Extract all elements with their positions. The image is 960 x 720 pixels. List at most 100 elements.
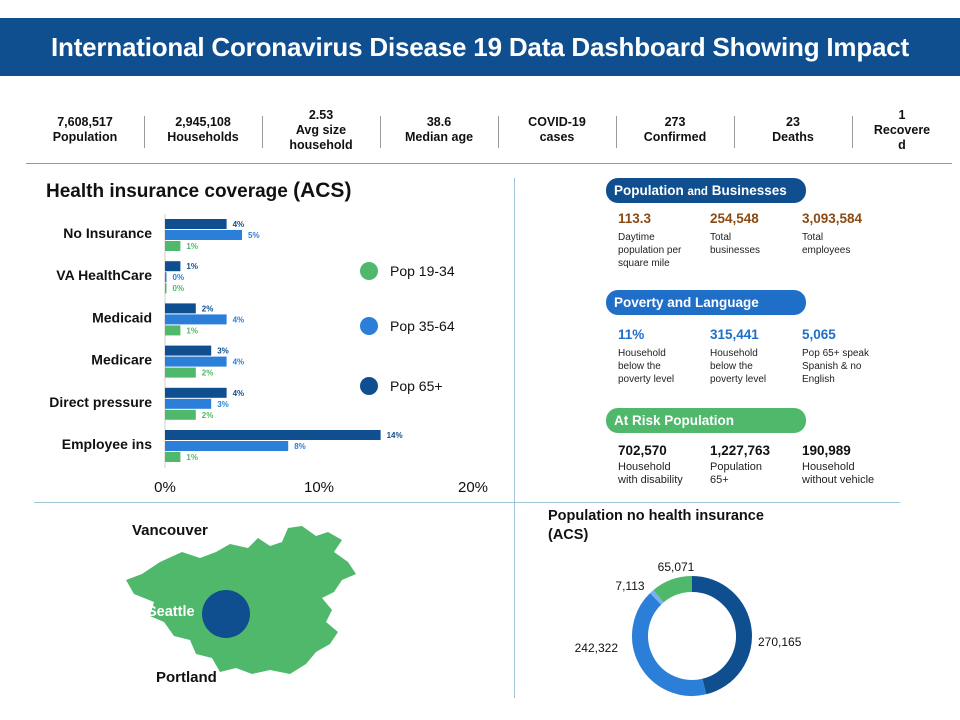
legend-label: Pop 19-34 (390, 263, 455, 279)
metric-value: 254,548 (710, 211, 759, 226)
metric-label: Household without vehicle (802, 461, 894, 487)
legend-dot-icon (360, 317, 378, 335)
stat-population: 7,608,517 Population (26, 104, 144, 156)
data-label: 2% (202, 304, 214, 313)
data-label: 0% (173, 284, 185, 293)
bar (165, 219, 227, 229)
metric-label-line: Population (710, 461, 762, 473)
chart-title-main: Health insurance coverage (46, 181, 288, 202)
category-label: No Insurance (63, 225, 152, 241)
category-label: VA HealthCare (56, 267, 152, 283)
donut-slice (691, 576, 752, 695)
stat-value: 23 (786, 115, 800, 129)
data-label: 8% (294, 442, 306, 451)
metric-label-line: 65+ (710, 474, 729, 486)
stat-households: 2,945,108 Households (144, 104, 262, 156)
map-label-seattle: Seattle (147, 604, 195, 620)
section-title: Population (614, 183, 684, 198)
data-label: 2% (202, 411, 214, 420)
metric-label: Household below the poverty level (618, 347, 710, 386)
population-businesses-header: Population and Businesses (606, 178, 806, 203)
legend-dot-icon (360, 377, 378, 395)
category-label: Medicare (91, 352, 152, 368)
page-title: International Coronavirus Disease 19 Dat… (50, 32, 910, 62)
data-label: 1% (186, 453, 198, 462)
section-title: At Risk Population (614, 413, 735, 428)
metric-label: Total employees (802, 231, 894, 257)
stat-label: Median age (404, 130, 474, 144)
bar (165, 430, 381, 440)
legend-item-pop-19-34: Pop 19-34 (360, 262, 455, 280)
data-label: 14% (387, 431, 403, 440)
metric: 1,227,763 Population 65+ (710, 443, 802, 487)
stat-avg-household: 2.53 Avg size household (262, 104, 380, 156)
section-title: and (687, 186, 708, 198)
stat-deaths: 23 Deaths (734, 104, 852, 156)
stat-value: 273 (664, 115, 686, 129)
bar (165, 345, 212, 356)
donut-title: Population no health insurance (ACS) (548, 508, 764, 543)
metric-label-line: businesses (710, 245, 761, 256)
metric: 254,548 Total businesses (710, 211, 802, 270)
slice-label: 7,113 (615, 579, 644, 593)
data-label: 5% (248, 231, 260, 240)
bar (165, 283, 167, 294)
bar (165, 356, 227, 367)
poverty-metrics: 11% Household below the poverty level 31… (618, 327, 918, 386)
metric: 190,989 Household without vehicle (802, 443, 894, 487)
data-label: 4% (233, 358, 245, 367)
slice-label: 242,322 (575, 641, 619, 655)
stat-value: 38.6 (426, 115, 452, 129)
bar (165, 409, 196, 420)
at-risk-header: At Risk Population (606, 408, 806, 433)
metric-label-line: poverty level (710, 374, 767, 385)
metric-label-line: Household (802, 461, 855, 473)
metric-label-line: square mile (618, 258, 670, 269)
metric: 5,065 Pop 65+ speak Spanish & no English (802, 327, 894, 386)
stats-row: 7,608,517 Population 2,945,108 Household… (26, 104, 952, 164)
metric-label-line: below the (710, 361, 753, 372)
legend-item-pop-35-64: Pop 35-64 (360, 317, 455, 335)
legend-label: Pop 35-64 (390, 318, 455, 334)
metric-label-line: Pop 65+ speak (802, 348, 869, 359)
bar (165, 241, 181, 251)
stat-confirmed: 273 Confirmed (616, 104, 734, 156)
chart-title: Health insurance coverage (ACS) (46, 179, 351, 203)
donut-slice (653, 576, 693, 603)
metric-label-line: Spanish & no (802, 361, 862, 372)
metric-label: Pop 65+ speak Spanish & no English (802, 347, 894, 386)
metric-label-line: Total (802, 232, 824, 243)
metric-label-line: poverty level (618, 374, 675, 385)
donut-chart: 270,165 242,322 7,113 65,071 (575, 560, 802, 696)
map-graphic (126, 526, 356, 674)
donut-slice (649, 590, 664, 605)
legend-item-pop-65-plus: Pop 65+ (360, 377, 443, 395)
category-label: Employee ins (62, 436, 152, 452)
horizontal-divider (34, 502, 900, 503)
metric-label: Population 65+ (710, 461, 802, 487)
data-label: 3% (217, 400, 229, 409)
risk-metrics: 702,570 Household with disability 1,227,… (618, 443, 918, 487)
metric-value: 11% (618, 327, 645, 342)
metric-label: Household with disability (618, 461, 710, 487)
bar (165, 387, 227, 398)
metric: 315,441 Household below the poverty leve… (710, 327, 802, 386)
data-label: 2% (202, 369, 214, 378)
metric-label: Daytime population per square mile (618, 231, 710, 270)
metric-value: 3,093,584 (802, 211, 863, 226)
bar (165, 367, 196, 378)
stat-covid-cases: COVID-19 cases (498, 104, 616, 156)
vertical-divider (514, 178, 515, 698)
data-label: 4% (233, 315, 245, 324)
data-label: 4% (233, 220, 245, 229)
data-label: 1% (186, 262, 198, 271)
stat-label: Deaths (772, 130, 814, 144)
metric-value: 5,065 (802, 327, 836, 342)
stat-label: Avg size (295, 122, 347, 137)
metric: 11% Household below the poverty level (618, 327, 710, 386)
bar (165, 452, 181, 462)
data-label: 1% (186, 326, 198, 335)
slice-label: 65,071 (658, 560, 695, 574)
stat-median-age: 38.6 Median age (380, 104, 498, 156)
metric: 113.3 Daytime population per square mile (618, 211, 710, 270)
